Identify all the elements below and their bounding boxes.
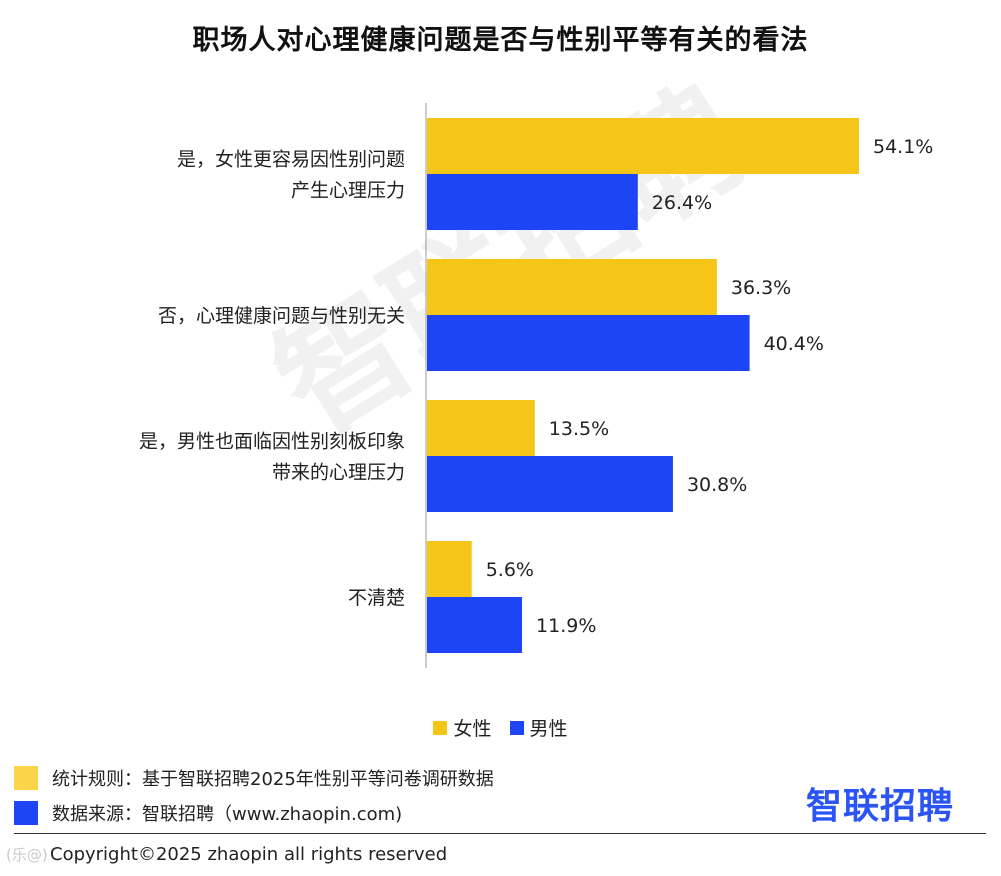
- legend: 女性 男性: [0, 714, 1001, 741]
- data-label: 5.6%: [486, 559, 534, 581]
- note-source-text: 数据来源：智联招聘（www.zhaopin.com): [52, 804, 403, 825]
- legend-item-female: 女性: [433, 714, 491, 741]
- bar-female: [427, 400, 535, 456]
- footer-divider: [14, 833, 986, 834]
- note-source-swatch: [14, 801, 38, 825]
- legend-label-male: 男性: [529, 718, 568, 740]
- bar-male: [427, 456, 673, 512]
- bar-male: [427, 174, 638, 230]
- data-label: 26.4%: [652, 192, 712, 214]
- legend-swatch-male: [509, 720, 524, 735]
- corner-logo: (乐@): [6, 846, 48, 864]
- note-rule-swatch: [14, 766, 38, 790]
- category-label: 是，女性更容易因性别问题: [177, 149, 405, 171]
- brand-logo: 智联招聘: [806, 786, 955, 827]
- bar-female: [427, 259, 717, 315]
- legend-swatch-female: [433, 720, 448, 735]
- chart-title: 职场人对心理健康问题是否与性别平等有关的看法: [192, 25, 809, 56]
- category-label: 是，男性也面临因性别刻板印象: [139, 431, 405, 453]
- bar-male: [427, 315, 750, 371]
- data-label: 36.3%: [731, 277, 791, 299]
- category-label: 带来的心理压力: [272, 462, 405, 484]
- bar-male: [427, 597, 523, 653]
- legend-label-female: 女性: [453, 718, 492, 740]
- data-label: 40.4%: [764, 333, 824, 355]
- data-label: 54.1%: [873, 136, 933, 158]
- copyright-text: Copyright©2025 zhaopin all rights reserv…: [50, 844, 448, 865]
- data-label: 13.5%: [549, 418, 609, 440]
- legend-item-male: 男性: [509, 714, 568, 741]
- note-source: 数据来源：智联招聘（www.zhaopin.com): [14, 800, 402, 826]
- category-label: 不清楚: [348, 587, 405, 609]
- data-label: 30.8%: [687, 474, 747, 496]
- category-label: 否，心理健康问题与性别无关: [158, 305, 405, 327]
- bar-female: [427, 541, 472, 597]
- data-label: 11.9%: [536, 615, 596, 637]
- note-rule-text: 统计规则：基于智联招聘2025年性别平等问卷调研数据: [52, 769, 494, 790]
- category-label: 产生心理压力: [291, 180, 405, 202]
- note-rule: 统计规则：基于智联招聘2025年性别平等问卷调研数据: [14, 765, 494, 791]
- bar-female: [427, 118, 859, 174]
